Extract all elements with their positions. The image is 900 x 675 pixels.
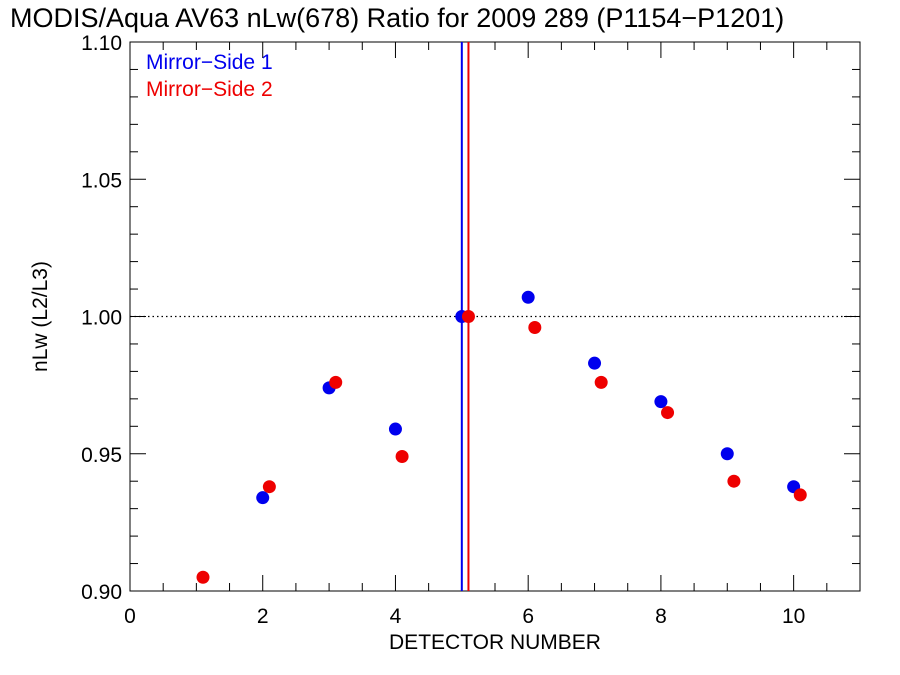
mirror-side-1-point [256, 491, 270, 505]
mirror-side-2-point [661, 406, 675, 420]
mirror-side-2-point [262, 480, 276, 494]
x-axis-label: DETECTOR NUMBER [389, 631, 601, 654]
chart-title: MODIS/Aqua AV63 nLw(678) Ratio for 2009 … [10, 3, 784, 33]
mirror-side-1-point [654, 395, 668, 409]
y-tick-label: 0.90 [81, 581, 122, 604]
x-tick-label: 8 [655, 605, 667, 628]
mirror-side-1-point [521, 290, 535, 304]
x-tick-label: 0 [124, 605, 136, 628]
y-tick-label: 1.00 [81, 307, 122, 330]
mirror-side-1-point [720, 447, 734, 461]
mirror-side-2-point [461, 310, 475, 323]
plot-area: 0 2 4 6 8 10 0.90 0.95 1.00 1.05 1.10 [81, 32, 861, 628]
x-tick-label: 4 [390, 605, 402, 628]
mirror-side-1-point [388, 422, 402, 436]
mirror-side-2-point [727, 474, 741, 488]
mirror-side-2-point [196, 570, 210, 584]
x-tick-label: 6 [522, 605, 534, 628]
y-tick-label: 1.05 [81, 169, 122, 192]
mirror-side-2-point [594, 375, 608, 389]
y-axis-label: nLw (L2/L3) [29, 261, 52, 372]
y-tick-label: 0.95 [81, 444, 122, 467]
mirror-side-2-point [793, 488, 807, 502]
x-tick-label: 2 [257, 605, 269, 628]
mirror-side-2-point [395, 449, 409, 463]
legend-entry-mirror-side-1: Mirror−Side 1 [146, 51, 273, 74]
y-tick-label: 1.10 [81, 32, 122, 55]
mirror-side-1-point [588, 356, 602, 370]
legend-entry-mirror-side-2: Mirror−Side 2 [146, 78, 273, 101]
mirror-side-2-point [329, 375, 343, 389]
x-tick-label: 10 [782, 605, 805, 628]
legend: Mirror−Side 1 Mirror−Side 2 [146, 51, 273, 101]
mirror-side-2-point [528, 320, 542, 334]
